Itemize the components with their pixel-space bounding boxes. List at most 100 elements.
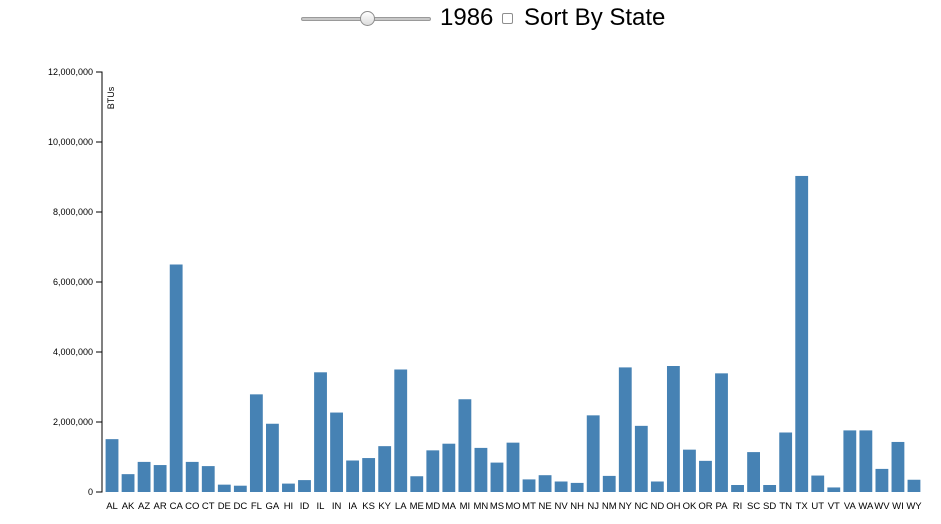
- bar-oh[interactable]: [666, 366, 680, 492]
- x-tick-label: MT: [522, 501, 536, 512]
- x-tick-label: MD: [425, 501, 440, 512]
- slider-thumb[interactable]: [359, 11, 375, 26]
- x-tick-label: WY: [906, 501, 922, 512]
- x-tick-label: WA: [858, 501, 874, 512]
- bar-or[interactable]: [699, 460, 712, 492]
- bar-mi[interactable]: [458, 399, 472, 492]
- x-tick-label: MO: [505, 501, 520, 512]
- y-tick-label: 6,000,000: [53, 277, 93, 287]
- bar-ar[interactable]: [153, 465, 167, 492]
- bar-wi[interactable]: [891, 441, 905, 492]
- x-tick-label: ME: [410, 501, 424, 512]
- y-axis-label: BTUs: [106, 86, 116, 109]
- bar-nd[interactable]: [650, 481, 664, 493]
- x-tick-label: NM: [602, 501, 617, 512]
- bar-wa[interactable]: [859, 430, 873, 492]
- x-tick-label: PA: [716, 501, 729, 512]
- x-tick-label: SD: [763, 501, 776, 512]
- year-label: 1986: [440, 4, 494, 31]
- x-tick-label: DC: [233, 501, 247, 512]
- sort-by-state-label[interactable]: Sort By State: [524, 4, 666, 31]
- bar-dc[interactable]: [233, 485, 247, 492]
- x-tick-label: CO: [185, 501, 199, 512]
- y-axis: 0 2,000,000 4,000,000 6,000,000 8,000,000 10,…: [48, 67, 103, 497]
- x-tick-label: OK: [683, 501, 697, 512]
- bar-de[interactable]: [217, 484, 231, 492]
- x-tick-label: NV: [555, 501, 569, 512]
- x-tick-label: NC: [634, 501, 648, 512]
- x-tick-label: UT: [811, 501, 824, 512]
- bar-ca[interactable]: [169, 264, 183, 493]
- bar-nj[interactable]: [586, 415, 600, 492]
- bar-md[interactable]: [426, 450, 440, 492]
- bar-ms[interactable]: [490, 462, 504, 492]
- bar-in[interactable]: [330, 412, 343, 492]
- bar-ri[interactable]: [731, 485, 744, 492]
- bar-fl[interactable]: [249, 394, 263, 492]
- year-slider[interactable]: [301, 11, 431, 26]
- bar-tn[interactable]: [779, 432, 793, 493]
- x-axis: AL AK AZ AR CA CO CT DE DC FL GA HI ID IL IN IA KS KY LA ME…: [106, 501, 922, 512]
- x-tick-label: WI: [892, 501, 904, 512]
- bar-ok[interactable]: [683, 449, 696, 492]
- bar-nm[interactable]: [602, 475, 616, 492]
- x-tick-label: RI: [733, 501, 743, 512]
- x-tick-label: VT: [828, 501, 840, 512]
- bar-mn[interactable]: [474, 447, 488, 492]
- bar-ks[interactable]: [362, 458, 376, 492]
- bar-mt[interactable]: [522, 479, 536, 492]
- bar-wv[interactable]: [875, 468, 889, 492]
- x-tick-label: IN: [332, 501, 342, 512]
- bar-co[interactable]: [185, 461, 199, 492]
- bar-me[interactable]: [410, 476, 424, 492]
- bar-tx[interactable]: [795, 175, 809, 492]
- sort-by-state-checkbox[interactable]: [502, 13, 513, 24]
- bar-ma[interactable]: [442, 443, 456, 492]
- bar-ut[interactable]: [811, 475, 825, 492]
- x-tick-label: OR: [698, 501, 712, 512]
- bar-ky[interactable]: [378, 446, 392, 492]
- x-tick-label: FL: [251, 501, 262, 512]
- x-tick-label: AK: [122, 501, 135, 512]
- bar-ia[interactable]: [346, 460, 360, 493]
- x-tick-label: VA: [844, 501, 857, 512]
- x-tick-label: AZ: [138, 501, 150, 512]
- bar-sc[interactable]: [747, 452, 760, 492]
- bar-nh[interactable]: [570, 482, 584, 492]
- bar-nc[interactable]: [634, 425, 648, 492]
- bar-id[interactable]: [298, 480, 311, 492]
- bar-ct[interactable]: [201, 466, 215, 492]
- x-tick-label: MI: [460, 501, 471, 512]
- y-tick-label: 0: [88, 487, 93, 497]
- bar-ga[interactable]: [266, 423, 279, 492]
- x-tick-label: ND: [650, 501, 664, 512]
- x-tick-label: OH: [666, 501, 680, 512]
- bar-hi[interactable]: [282, 483, 295, 492]
- bar-sd[interactable]: [763, 485, 777, 492]
- x-tick-label: SC: [747, 501, 760, 512]
- x-tick-label: LA: [395, 501, 407, 512]
- bar-la[interactable]: [394, 369, 408, 493]
- bar-il[interactable]: [314, 372, 327, 492]
- bar-vt[interactable]: [827, 487, 841, 492]
- bar-az[interactable]: [137, 461, 151, 492]
- controls-bar: 1986 Sort By State: [0, 4, 941, 34]
- x-tick-label: DE: [218, 501, 231, 512]
- x-tick-label: IA: [348, 501, 358, 512]
- bar-mo[interactable]: [506, 442, 520, 492]
- bar-wy[interactable]: [907, 479, 921, 492]
- x-tick-label: IL: [317, 501, 325, 512]
- x-tick-label: HI: [284, 501, 294, 512]
- bar-al[interactable]: [105, 439, 119, 492]
- bar-ny[interactable]: [618, 367, 632, 492]
- bar-ak[interactable]: [121, 474, 135, 492]
- x-tick-label: NY: [619, 501, 633, 512]
- bar-va[interactable]: [843, 430, 857, 492]
- bar-pa[interactable]: [715, 373, 728, 492]
- x-tick-label: MA: [442, 501, 457, 512]
- bar-ne[interactable]: [538, 475, 552, 492]
- bars: [105, 175, 921, 493]
- bar-nv[interactable]: [554, 481, 568, 493]
- x-tick-label: KS: [362, 501, 375, 512]
